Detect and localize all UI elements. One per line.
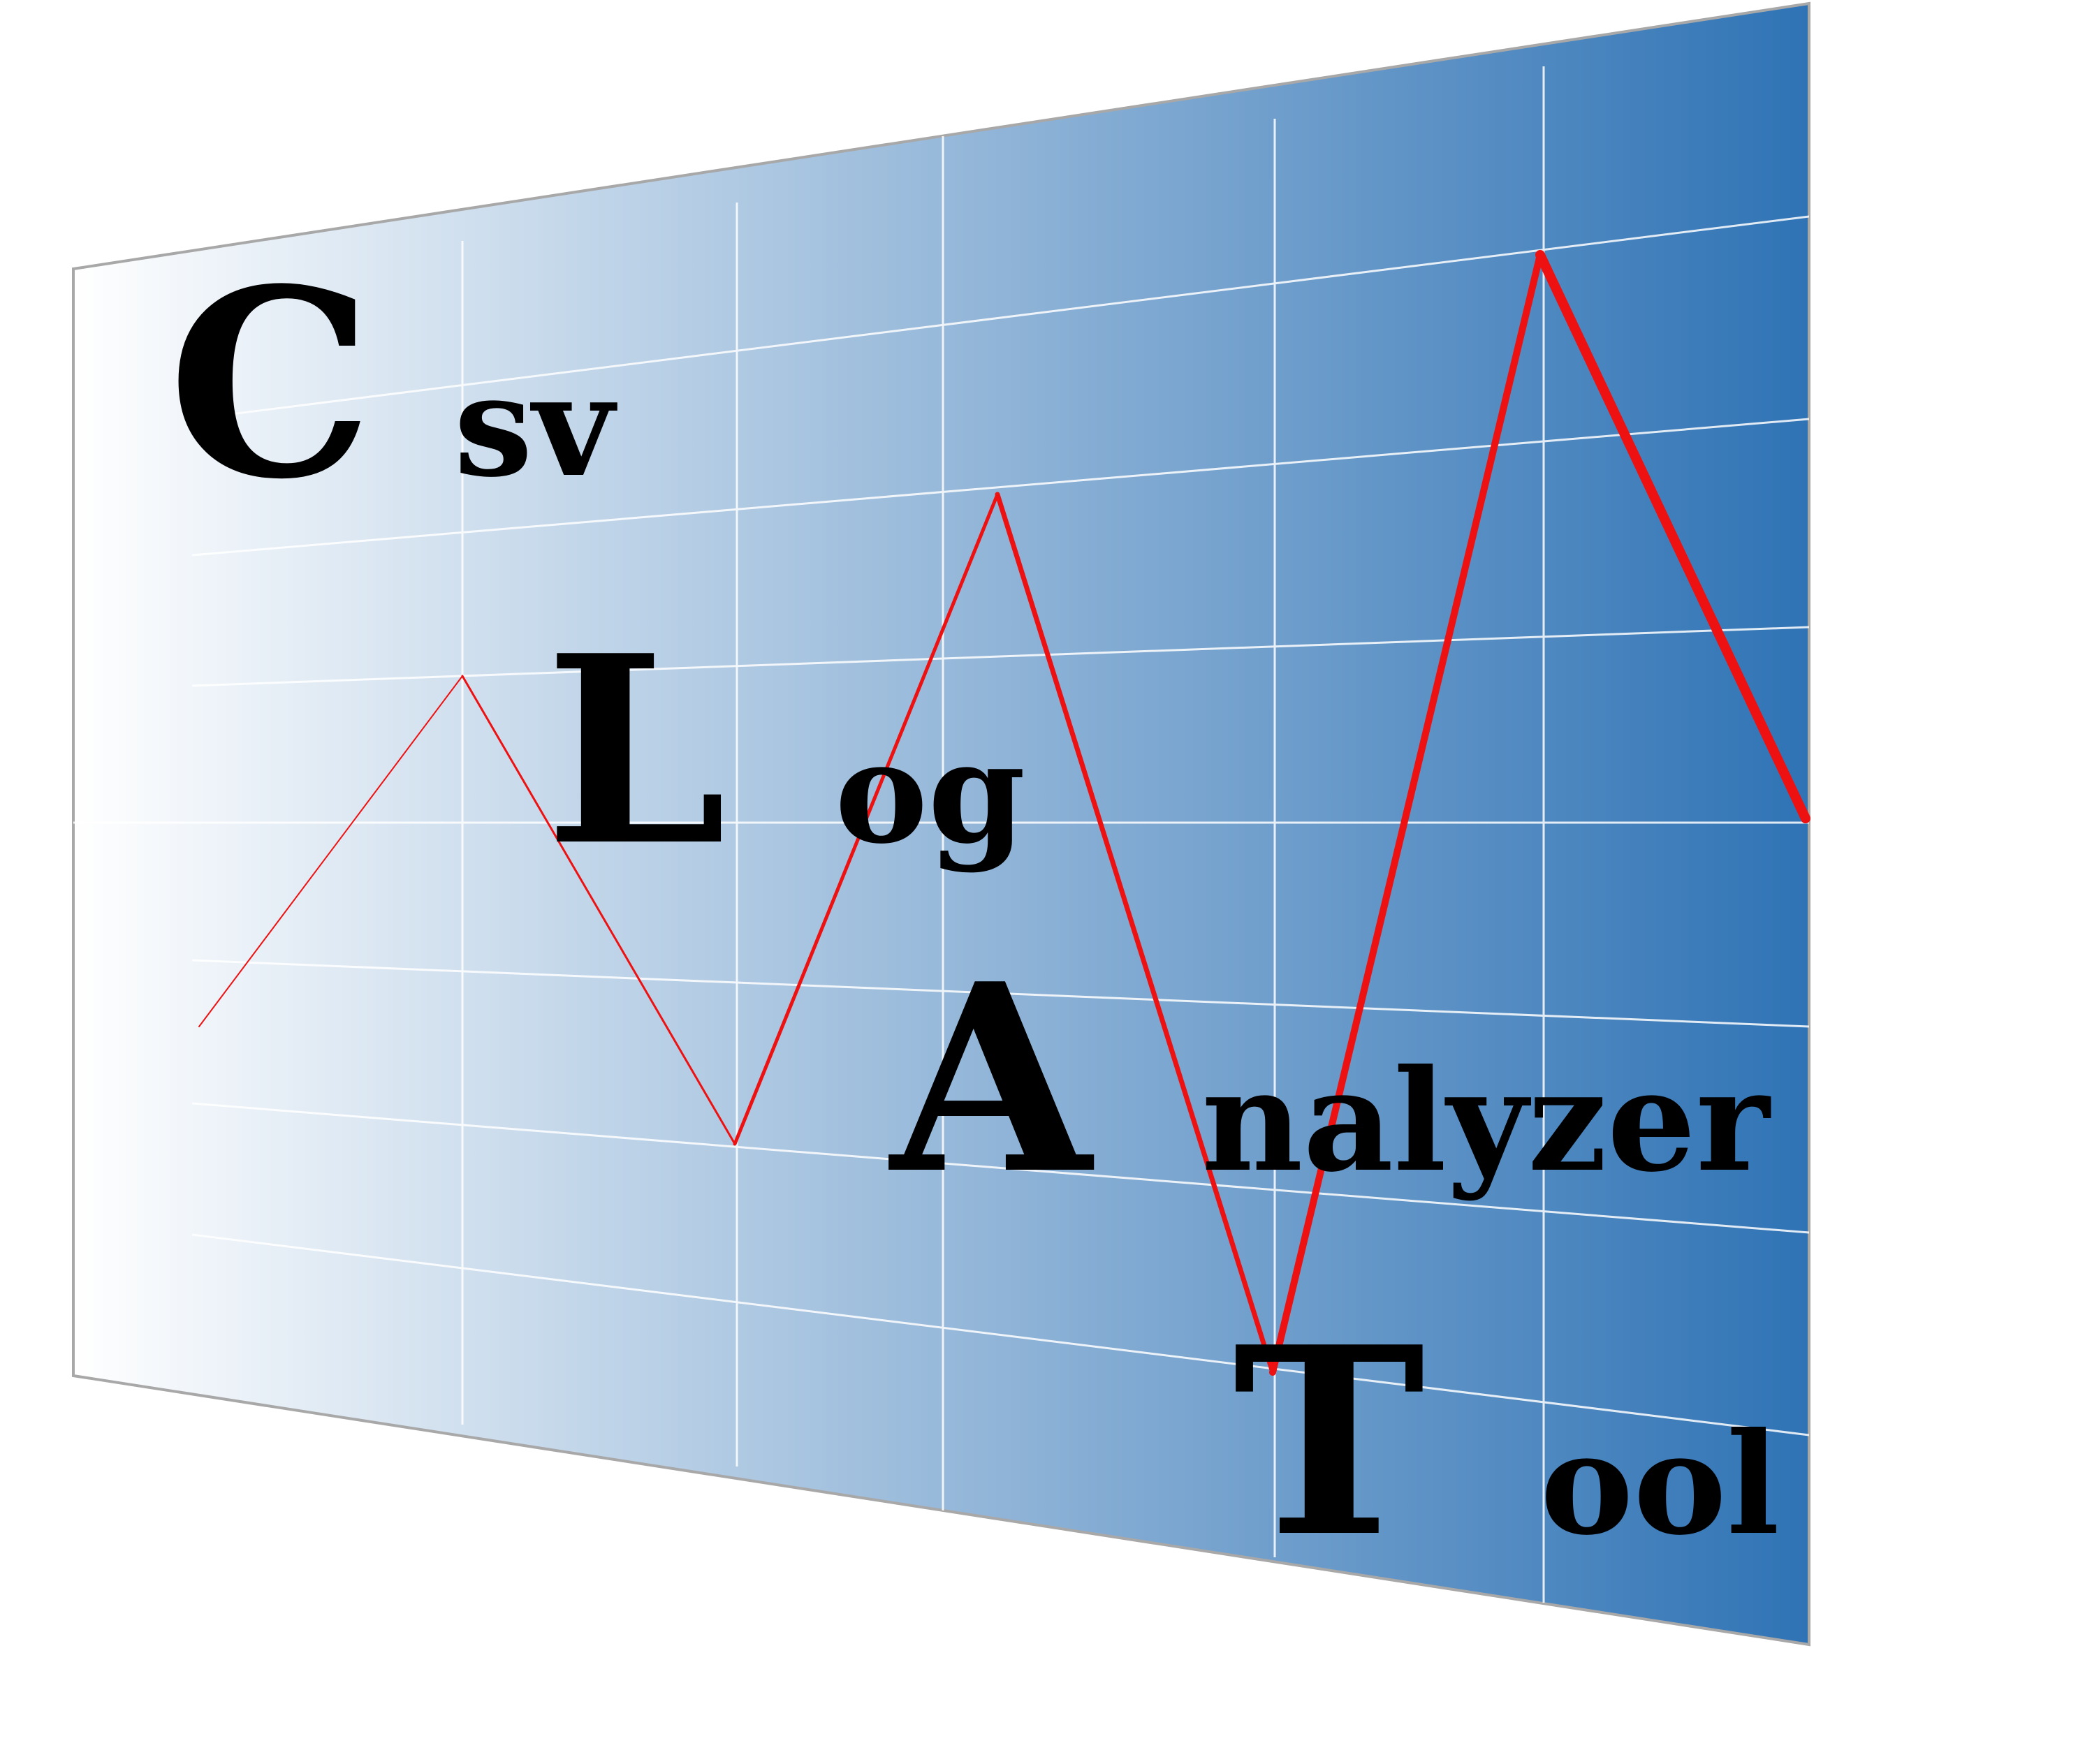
- grid-line-horizontal: [191, 1233, 1809, 1436]
- grid-line-horizontal: [191, 959, 1809, 1028]
- perspective-panel: [72, 1, 1810, 1647]
- word-analyzer-initial: A: [886, 928, 1097, 1231]
- grid-line-horizontal: [191, 418, 1809, 557]
- word-csv-initial: C: [168, 233, 373, 536]
- grid-line-horizontal: [191, 1102, 1809, 1234]
- zigzag-segment: [1535, 250, 1810, 823]
- word-tool-rest: ool: [1540, 1402, 1780, 1566]
- zigzag-segment: [1269, 251, 1544, 1376]
- zigzag-segment: [995, 492, 1275, 1375]
- word-analyzer-rest: nalyzer: [1201, 1039, 1771, 1203]
- grid-lines: [73, 66, 1809, 1603]
- word-log-initial: L: [545, 600, 726, 903]
- logo-title: C sv L og A nalyzer T ool: [168, 233, 1780, 1594]
- zigzag-line: [198, 250, 1810, 1376]
- word-csv-rest: sv: [454, 344, 618, 508]
- word-tool-initial: T: [1233, 1291, 1425, 1594]
- zigzag-segment: [733, 492, 1000, 1146]
- zigzag-segment: [198, 675, 463, 1027]
- zigzag-segment: [461, 675, 736, 1145]
- word-log-rest: og: [835, 711, 1025, 875]
